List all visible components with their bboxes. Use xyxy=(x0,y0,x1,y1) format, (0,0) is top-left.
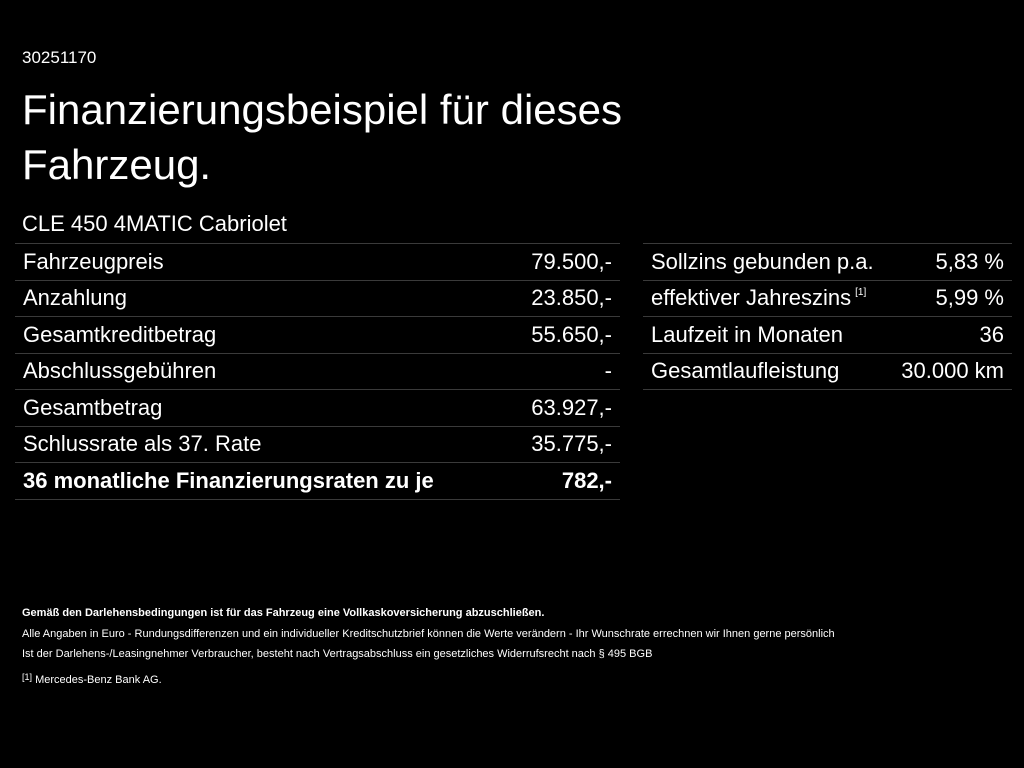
footnote-text: Mercedes-Benz Bank AG. xyxy=(35,674,162,686)
row-label: Laufzeit in Monaten xyxy=(651,322,843,348)
title: Finanzierungsbeispiel für dieses xyxy=(22,86,622,133)
table-row: Laufzeit in Monaten 36 xyxy=(643,317,1012,354)
row-value: 782,- xyxy=(561,467,612,493)
table-row: Sollzins gebunden p.a. 5,83 % xyxy=(643,244,1012,281)
row-label: Gesamtlaufleistung xyxy=(651,358,839,384)
row-value: 63.927,- xyxy=(531,394,612,420)
footnote-ref: [1] xyxy=(855,287,867,299)
table-row: Gesamtkreditbetrag 55.650,- xyxy=(15,317,620,354)
table-row: 36 monatliche Finanzierungsraten zu je 78… xyxy=(15,463,620,500)
row-value: 30.000 km xyxy=(901,358,1004,384)
label-text: Sollzins gebunden p.a. xyxy=(651,248,874,274)
label-text: Laufzeit in Monaten xyxy=(651,321,844,347)
row-label: Gesamtkreditbetrag xyxy=(23,321,217,347)
row-value: - xyxy=(604,358,612,384)
row-label: 36 monatliche Finanzierungsraten zu je xyxy=(23,467,434,493)
row-label: Abschlussgebühren xyxy=(23,358,217,384)
row-label: effektiver Jahreszins [1] xyxy=(651,285,866,311)
title: Fahrzeug. xyxy=(22,141,212,188)
row-value: 23.850,- xyxy=(531,285,612,311)
row-value: 36 xyxy=(979,321,1004,347)
table-row: Abschlussgebühren - xyxy=(15,354,620,390)
row-value: 55.650,- xyxy=(531,321,612,347)
row-label: Anzahlung xyxy=(23,285,127,311)
footnote: [1] Mercedes-Benz Bank AG. xyxy=(22,672,162,686)
table-row: Fahrzeugpreis 79.500,- xyxy=(15,244,620,281)
finance-table: Fahrzeugpreis 79.500,- Anzahlung 23.850,- Ge… xyxy=(15,243,620,500)
table-row: Schlussrate als 37. Rate 35.775,- xyxy=(15,427,620,463)
vehicle-id: 30251170 xyxy=(22,48,97,67)
rate-table: Sollzins gebunden p.a. 5,83 % effektiver J… xyxy=(643,243,1012,390)
table-row: effektiver Jahreszins [1] 5,99 % xyxy=(643,281,1012,317)
label-text: effektiver Jahreszins xyxy=(651,285,852,311)
row-label: Gesamtbetrag xyxy=(23,394,163,420)
row-label: Sollzins gebunden p.a. xyxy=(651,249,874,275)
row-label: Fahrzeugpreis xyxy=(23,248,164,274)
table-row: Gesamtlaufleistung 30.000 km xyxy=(643,354,1012,390)
table-row: Gesamtbetrag 63.927,- xyxy=(15,390,620,427)
label-text: Gesamtlaufleistung xyxy=(651,358,840,384)
note: Ist der Darlehens-/Leasingnehmer Verbrau… xyxy=(22,648,653,660)
row-value: 5,99 % xyxy=(935,285,1005,311)
footnote-marker: [1] xyxy=(22,672,33,682)
row-value: 35.775,- xyxy=(531,431,612,457)
note: Gemäß den Darlehensbedingungen ist für d… xyxy=(22,607,545,619)
note: Alle Angaben in Euro - Rundungsdifferenz… xyxy=(22,628,835,640)
model-name: CLE 450 4MATIC Cabriolet xyxy=(22,211,287,236)
row-value: 79.500,- xyxy=(531,248,612,274)
row-value: 5,83 % xyxy=(935,248,1005,274)
row-label: Schlussrate als 37. Rate xyxy=(23,431,262,457)
table-row: Anzahlung 23.850,- xyxy=(15,281,620,317)
